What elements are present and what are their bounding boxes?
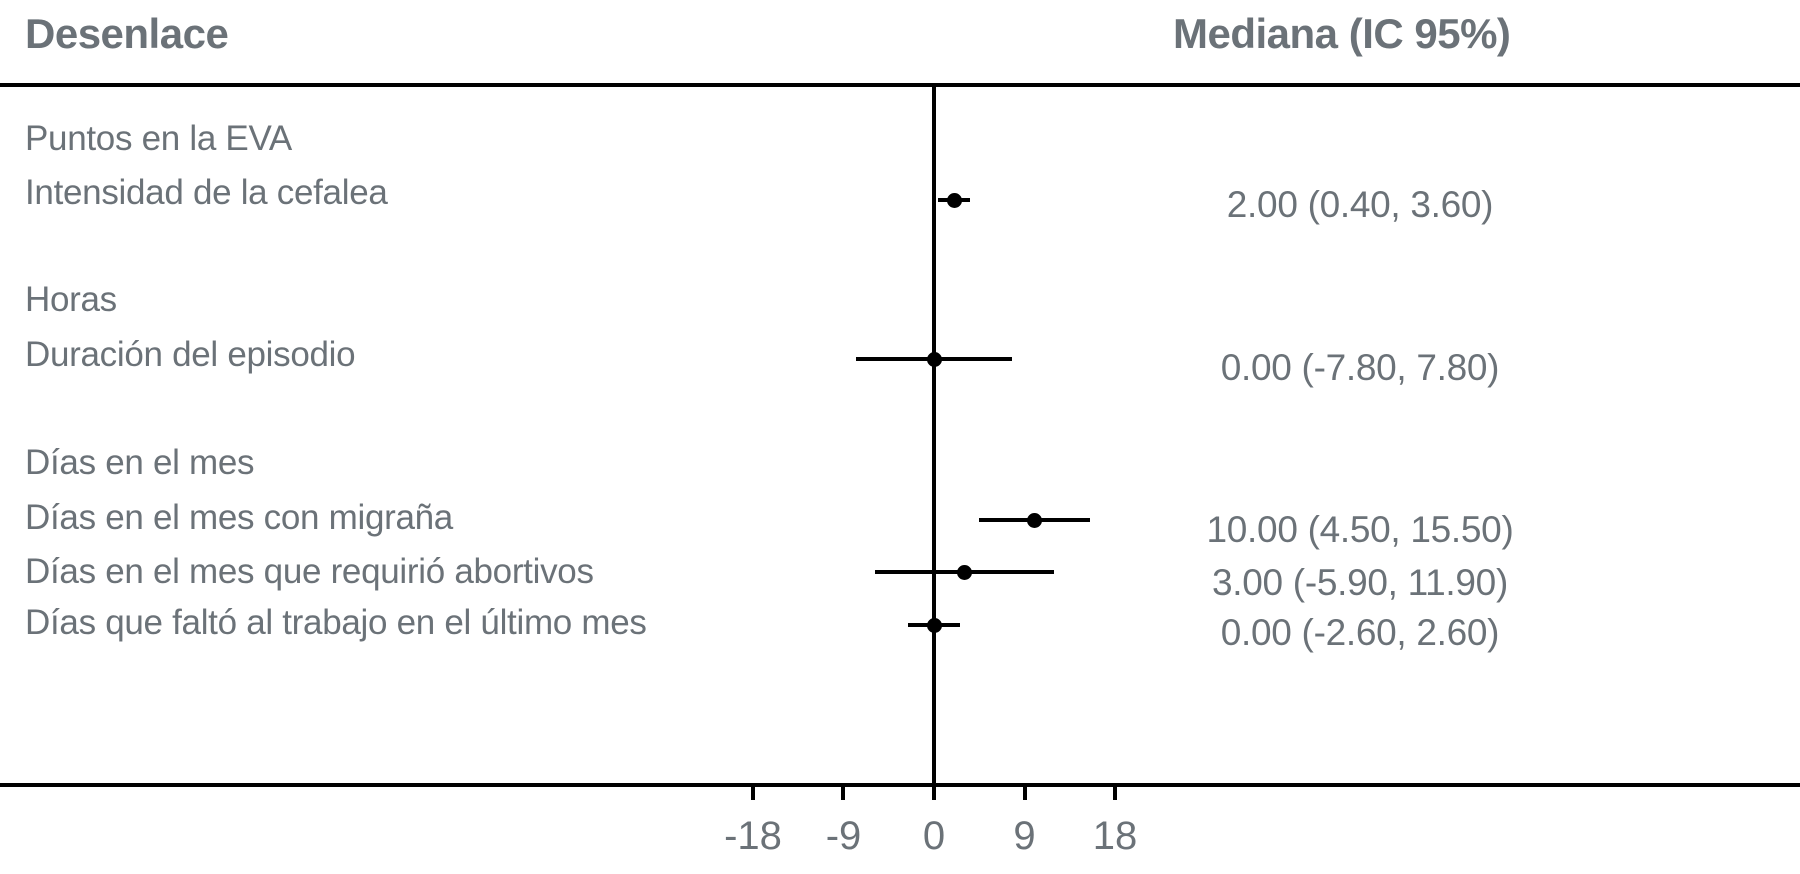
median-ci-value: 0.00 (-7.80, 7.80) [1220, 347, 1500, 388]
outcome-label: Días que faltó al trabajo en el último m… [25, 603, 647, 642]
outcome-label: Días en el mes con migraña [25, 498, 453, 537]
x-tick-label: -18 [724, 814, 782, 858]
column-header-median-ci: Mediana (IC 95%) [1173, 10, 1511, 57]
x-tick-label: 9 [1013, 814, 1036, 858]
outcome-label: Días en el mes que requirió abortivos [25, 552, 594, 591]
x-tick-mark [841, 787, 846, 800]
point-estimate-marker [926, 351, 942, 367]
column-header-outcome: Desenlace [25, 10, 229, 57]
median-ci-value: 0.00 (-2.60, 2.60) [1220, 612, 1500, 653]
point-estimate-marker [1027, 512, 1043, 528]
outcome-label: Intensidad de la cefalea [25, 173, 388, 212]
x-tick-label: 0 [922, 814, 946, 858]
median-ci-value: 10.00 (4.50, 15.50) [1206, 509, 1514, 550]
x-axis-line [0, 783, 1800, 787]
median-ci-value: 3.00 (-5.90, 11.90) [1212, 562, 1508, 603]
group-label: Horas [25, 280, 117, 319]
outcome-label: Duración del episodio [25, 335, 356, 374]
x-tick-label: -9 [825, 814, 862, 858]
group-label: Puntos en la EVA [25, 119, 292, 158]
x-tick-mark [1022, 787, 1027, 800]
group-label: Días en el mes [25, 443, 255, 482]
point-estimate-marker [956, 564, 972, 580]
top-rule [0, 83, 1800, 87]
point-estimate-marker [926, 617, 942, 633]
median-ci-value: 2.00 (0.40, 3.60) [1226, 184, 1494, 225]
x-tick-mark [1113, 787, 1117, 800]
zero-reference-line [932, 85, 936, 785]
x-tick-label: 18 [1092, 814, 1138, 858]
point-estimate-marker [946, 192, 962, 208]
x-tick-mark [932, 787, 936, 800]
x-tick-mark [750, 787, 755, 800]
